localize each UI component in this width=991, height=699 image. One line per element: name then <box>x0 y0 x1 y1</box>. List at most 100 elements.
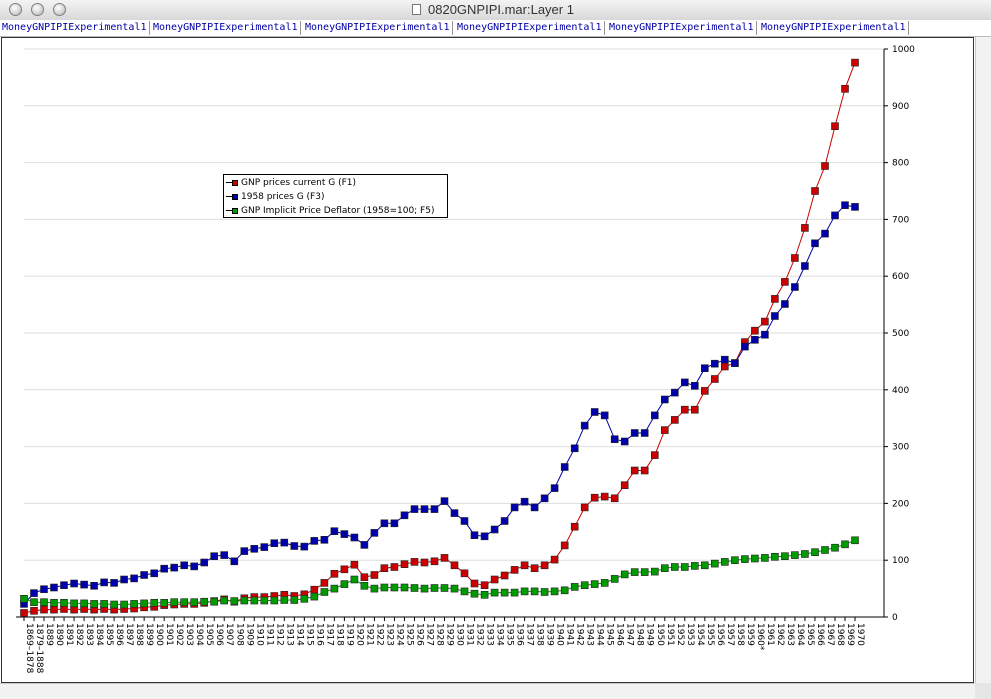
x-tick-label: 1912 <box>274 623 284 646</box>
data-point <box>530 503 539 512</box>
x-tick-label: 1941 <box>565 623 575 646</box>
data-point <box>100 578 108 587</box>
data-point <box>851 536 859 545</box>
data-point <box>400 560 409 569</box>
x-tick-label: 1949 <box>645 623 655 646</box>
zoom-window-button[interactable] <box>53 3 66 16</box>
vertical-scrollbar[interactable] <box>975 37 991 683</box>
x-tick-label: 1916 <box>314 623 324 646</box>
x-tick-label: 1915 <box>304 623 314 646</box>
x-tick-label: 1906 <box>214 623 224 646</box>
data-point <box>170 563 178 572</box>
x-tick-label: 1909 <box>244 623 254 646</box>
data-point <box>751 335 759 344</box>
data-point <box>520 497 529 506</box>
close-window-button[interactable] <box>9 3 22 16</box>
data-point <box>360 581 369 590</box>
layer-tab[interactable]: MoneyGNPIPIExperimental1 <box>759 21 909 35</box>
data-point <box>610 435 619 444</box>
data-point <box>200 558 208 567</box>
data-point <box>380 564 389 573</box>
data-point <box>500 571 509 580</box>
data-point <box>470 589 479 598</box>
layer-tab[interactable]: MoneyGNPIPIExperimental1 <box>151 21 301 35</box>
data-point <box>150 569 158 578</box>
y-tick-label: 400 <box>892 386 909 396</box>
layer-tab[interactable]: MoneyGNPIPIExperimental1 <box>455 21 605 35</box>
data-point <box>240 547 249 555</box>
chart-legend: GNP prices current G (F1) 1958 prices G … <box>223 174 448 218</box>
data-point <box>720 558 729 566</box>
data-point <box>220 551 228 559</box>
x-tick-label: 1892 <box>74 623 84 646</box>
data-point <box>480 581 489 590</box>
data-point <box>700 561 709 570</box>
data-point <box>350 575 359 584</box>
x-tick-label: 1896 <box>114 623 124 646</box>
window-title: 0820GNPIPI.mar:Layer 1 <box>428 2 574 17</box>
data-point <box>440 554 449 562</box>
data-point <box>580 503 589 512</box>
y-tick-label: 200 <box>892 499 909 509</box>
data-point <box>110 600 118 609</box>
data-point <box>710 559 719 568</box>
data-point <box>821 546 829 554</box>
data-point <box>80 599 88 608</box>
data-point <box>380 519 389 528</box>
x-tick-label: 1954 <box>695 623 705 646</box>
data-point <box>270 539 279 548</box>
data-point <box>230 597 239 605</box>
data-point <box>340 530 349 538</box>
data-point <box>310 585 319 594</box>
x-tick-label: 1951 <box>665 623 675 646</box>
data-point <box>630 429 639 437</box>
layer-tab[interactable]: MoneyGNPIPIExperimental1 <box>0 21 150 35</box>
horizontal-scrollbar[interactable] <box>0 683 991 699</box>
data-point <box>430 584 439 592</box>
x-tick-label: 1921 <box>364 623 374 646</box>
data-point <box>841 85 849 93</box>
data-point <box>460 587 469 596</box>
data-point <box>690 381 699 390</box>
data-point <box>370 584 379 593</box>
data-point <box>420 584 429 593</box>
data-point <box>851 58 859 67</box>
data-point <box>50 583 58 592</box>
resize-grip-icon[interactable] <box>975 683 991 699</box>
data-point <box>771 295 779 303</box>
data-point <box>801 262 809 270</box>
data-point <box>600 579 609 587</box>
data-point <box>170 598 178 607</box>
data-point <box>781 300 789 308</box>
data-point <box>720 355 729 364</box>
blue-square-icon <box>232 193 238 200</box>
data-point <box>560 541 569 550</box>
data-point <box>710 375 719 383</box>
document-proxy-icon[interactable] <box>412 4 421 15</box>
x-tick-label: 1893 <box>84 623 94 646</box>
data-point <box>350 560 359 569</box>
data-point <box>530 587 539 596</box>
data-point <box>320 535 329 544</box>
data-point <box>781 278 789 286</box>
data-point <box>210 597 218 606</box>
data-point <box>811 548 819 557</box>
layer-tab[interactable]: MoneyGNPIPIExperimental1 <box>303 21 453 35</box>
minimize-window-button[interactable] <box>31 3 44 16</box>
x-tick-label: 1899 <box>144 623 154 646</box>
data-point <box>690 562 699 570</box>
x-tick-label: 1924 <box>394 623 404 646</box>
x-tick-label: 1938 <box>535 623 545 646</box>
data-point <box>720 362 729 371</box>
data-point <box>640 568 649 576</box>
data-point <box>440 497 449 505</box>
data-point <box>520 561 529 570</box>
data-point <box>470 579 479 588</box>
x-tick-label: 1933 <box>485 623 495 646</box>
legend-label: 1958 prices G (F3) <box>241 192 325 202</box>
data-point <box>80 580 88 589</box>
x-tick-label: 1931 <box>465 623 475 646</box>
data-point <box>180 598 188 607</box>
layer-tab[interactable]: MoneyGNPIPIExperimental1 <box>607 21 757 35</box>
data-point <box>660 564 669 573</box>
